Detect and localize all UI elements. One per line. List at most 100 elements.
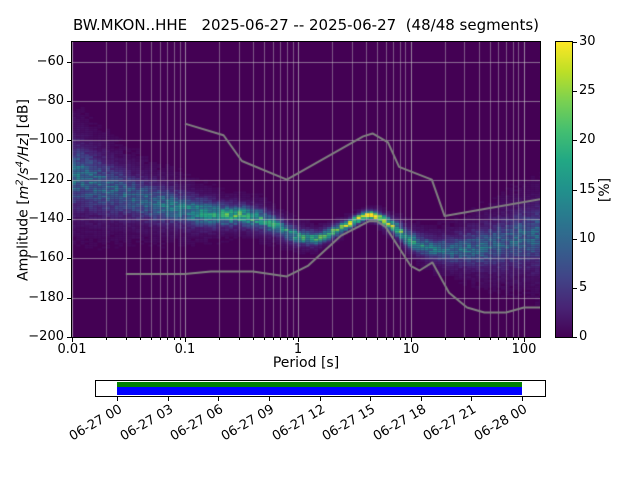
psd-heatmap-canvas xyxy=(72,42,540,337)
x-minor-tick-mark xyxy=(400,338,401,340)
x-minor-tick-mark xyxy=(106,338,107,340)
colorbar-tick-mark xyxy=(573,91,577,92)
timeline-tick-mark xyxy=(168,397,169,401)
y-tick-mark xyxy=(67,219,71,220)
x-minor-tick-mark xyxy=(273,338,274,340)
colorbar-tick-label: 20 xyxy=(579,132,596,147)
colorbar-tick-label: 10 xyxy=(579,231,596,246)
y-tick-mark xyxy=(67,337,71,338)
timeline-coverage-green xyxy=(117,382,522,387)
x-minor-tick-mark xyxy=(140,338,141,340)
y-tick-mark xyxy=(67,180,71,181)
x-tick-mark xyxy=(72,338,73,342)
y-tick-mark xyxy=(67,62,71,63)
x-tick-mark xyxy=(298,338,299,342)
timeline-tick-mark xyxy=(471,397,472,401)
x-tick-label: 0.01 xyxy=(57,342,87,357)
y-tick-label: −60 xyxy=(36,54,64,69)
y-tick-mark xyxy=(67,101,71,102)
colorbar-tick-mark xyxy=(573,337,577,338)
plot-title: BW.MKON..HHE 2025-06-27 -- 2025-06-27 (4… xyxy=(72,16,540,34)
x-minor-tick-mark xyxy=(352,338,353,340)
y-tick-label: −80 xyxy=(36,93,64,108)
x-minor-tick-mark xyxy=(490,338,491,340)
colorbar-tick-label: 25 xyxy=(579,83,596,98)
y-tick-mark xyxy=(67,298,71,299)
y-axis-label-sup: 4 xyxy=(14,160,25,168)
timeline-tick-label-text: 06-28 00 xyxy=(471,402,530,445)
x-minor-tick-mark xyxy=(160,338,161,340)
colorbar-tick-mark xyxy=(573,288,577,289)
x-minor-tick-mark xyxy=(498,338,499,340)
x-tick-label: 0.1 xyxy=(174,342,196,357)
timeline-tick-label-text: 06-27 15 xyxy=(319,402,378,445)
timeline-bar xyxy=(95,380,546,397)
colorbar-tick-label: 0 xyxy=(579,329,588,344)
y-tick-label: −100 xyxy=(28,132,64,147)
x-minor-tick-mark xyxy=(332,338,333,340)
x-minor-tick-mark xyxy=(174,338,175,340)
x-tick-label: 1 xyxy=(293,342,303,357)
y-tick-mark xyxy=(67,258,71,259)
timeline-coverage-blue xyxy=(117,387,522,395)
timeline-tick-label-text: 06-27 03 xyxy=(117,402,176,445)
colorbar-tick-label: 5 xyxy=(579,280,588,295)
y-tick-label: −160 xyxy=(28,250,64,265)
colorbar-tick-mark xyxy=(573,239,577,240)
timeline-tick-label-text: 06-27 09 xyxy=(218,402,277,445)
y-tick-mark xyxy=(67,140,71,141)
y-tick-label: −140 xyxy=(28,211,64,226)
x-minor-tick-mark xyxy=(180,338,181,340)
x-minor-tick-mark xyxy=(377,338,378,340)
x-minor-tick-mark xyxy=(293,338,294,340)
x-minor-tick-mark xyxy=(464,338,465,340)
x-minor-tick-mark xyxy=(513,338,514,340)
x-minor-tick-mark xyxy=(479,338,480,340)
timeline-tick-mark xyxy=(269,397,270,401)
psd-plot-area xyxy=(71,41,541,338)
x-tick-mark xyxy=(524,338,525,342)
x-minor-tick-mark xyxy=(280,338,281,340)
timeline-tick-mark xyxy=(117,397,118,401)
colorbar-tick-mark xyxy=(573,140,577,141)
x-tick-label: 100 xyxy=(511,342,537,357)
x-minor-tick-mark xyxy=(393,338,394,340)
timeline-tick-label-text: 06-27 00 xyxy=(66,402,125,445)
x-minor-tick-mark xyxy=(264,338,265,340)
colorbar-tick-mark xyxy=(573,42,577,43)
x-minor-tick-mark xyxy=(239,338,240,340)
x-minor-tick-mark xyxy=(167,338,168,340)
x-minor-tick-mark xyxy=(253,338,254,340)
timeline-tick-mark xyxy=(320,397,321,401)
x-axis-label: Period [s] xyxy=(272,355,340,371)
x-minor-tick-mark xyxy=(219,338,220,340)
timeline-tick-label-text: 06-27 12 xyxy=(269,402,328,445)
x-tick-mark xyxy=(411,338,412,342)
timeline-tick-label-text: 06-27 21 xyxy=(420,402,479,445)
colorbar-tick-label: 30 xyxy=(579,34,596,49)
x-minor-tick-mark xyxy=(366,338,367,340)
timeline-tick-label-text: 06-27 18 xyxy=(370,402,429,445)
x-minor-tick-mark xyxy=(151,338,152,340)
x-minor-tick-mark xyxy=(126,338,127,340)
x-minor-tick-mark xyxy=(506,338,507,340)
y-tick-label: −180 xyxy=(28,290,64,305)
x-minor-tick-mark xyxy=(386,338,387,340)
x-minor-tick-mark xyxy=(405,338,406,340)
x-minor-tick-mark xyxy=(518,338,519,340)
x-minor-tick-mark xyxy=(287,338,288,340)
timeline-tick-mark xyxy=(522,397,523,401)
timeline-tick-mark xyxy=(218,397,219,401)
x-minor-tick-mark xyxy=(445,338,446,340)
colorbar-tick-label: 15 xyxy=(579,182,596,197)
colorbar-tick-mark xyxy=(573,190,577,191)
timeline-tick-mark xyxy=(370,397,371,401)
x-tick-mark xyxy=(185,338,186,342)
y-tick-label: −120 xyxy=(28,172,64,187)
timeline-tick-label-text: 06-27 06 xyxy=(167,402,226,445)
x-tick-label: 10 xyxy=(402,342,420,357)
timeline-tick-mark xyxy=(421,397,422,401)
colorbar xyxy=(555,41,573,338)
y-tick-label: −200 xyxy=(28,329,64,344)
